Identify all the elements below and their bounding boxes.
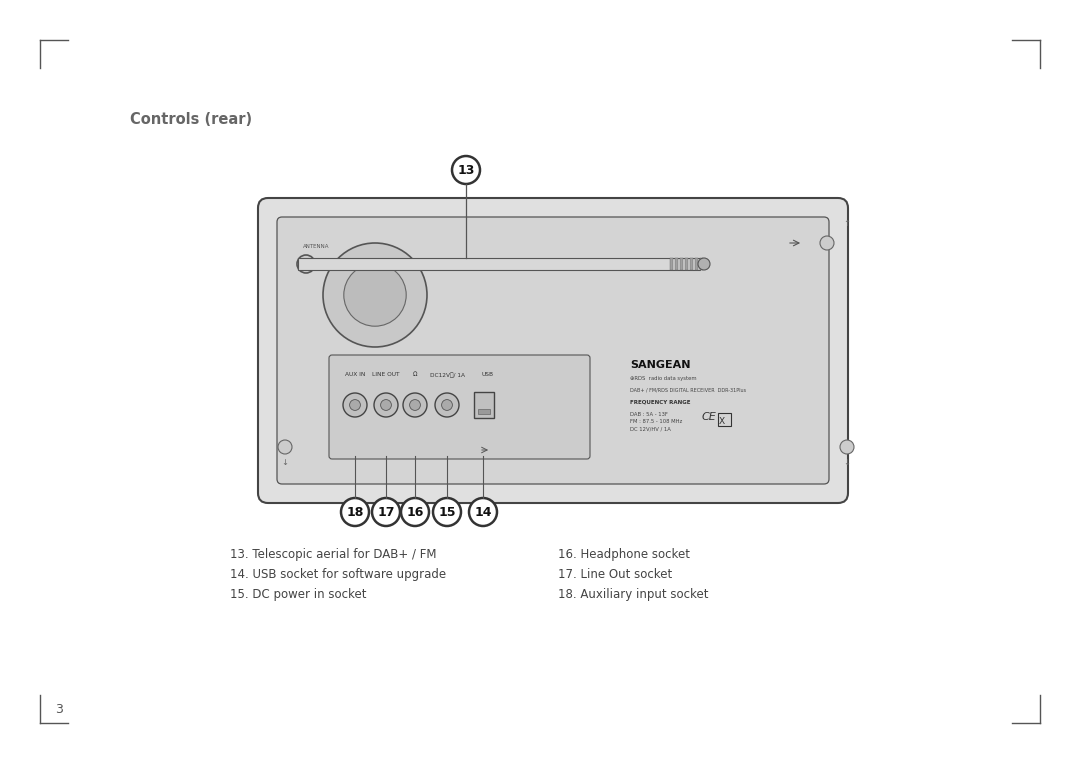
- Text: 18. Auxiliary input socket: 18. Auxiliary input socket: [558, 588, 708, 601]
- Circle shape: [372, 498, 400, 526]
- Circle shape: [433, 498, 461, 526]
- Bar: [696, 258, 698, 270]
- Circle shape: [343, 264, 406, 327]
- Circle shape: [403, 393, 427, 417]
- Circle shape: [820, 236, 834, 250]
- Text: CE: CE: [702, 412, 717, 422]
- Bar: [478, 409, 490, 414]
- Circle shape: [453, 156, 480, 184]
- Circle shape: [380, 400, 391, 410]
- FancyBboxPatch shape: [276, 217, 829, 484]
- Circle shape: [350, 400, 361, 410]
- Text: USB: USB: [481, 372, 492, 377]
- Text: LINE OUT: LINE OUT: [373, 372, 400, 377]
- Bar: [700, 258, 703, 270]
- Bar: [685, 258, 688, 270]
- Text: DAB+ / FM/RDS DIGITAL RECEIVER  DDR-31Plus: DAB+ / FM/RDS DIGITAL RECEIVER DDR-31Plu…: [630, 388, 746, 393]
- Circle shape: [698, 258, 710, 270]
- Text: ↓: ↓: [282, 458, 288, 467]
- Circle shape: [840, 440, 854, 454]
- Circle shape: [297, 255, 315, 273]
- Text: 16: 16: [406, 506, 423, 519]
- Text: ANTENNA: ANTENNA: [303, 244, 329, 249]
- Circle shape: [401, 498, 429, 526]
- Circle shape: [278, 440, 292, 454]
- Bar: [680, 258, 683, 270]
- Circle shape: [442, 400, 453, 410]
- Bar: [670, 258, 673, 270]
- Text: DC12V⏜/ 1A: DC12V⏜/ 1A: [430, 372, 464, 378]
- Circle shape: [343, 393, 367, 417]
- Circle shape: [323, 243, 427, 347]
- Text: 3: 3: [55, 703, 63, 716]
- Text: AUX IN: AUX IN: [345, 372, 365, 377]
- Text: DAB : 5A - 13F
FM : 87.5 - 108 MHz
DC 12V/HV / 1A: DAB : 5A - 13F FM : 87.5 - 108 MHz DC 12…: [630, 412, 683, 432]
- Text: 17. Line Out socket: 17. Line Out socket: [558, 568, 672, 581]
- Circle shape: [469, 498, 497, 526]
- Text: 17: 17: [377, 506, 395, 519]
- Text: 14. USB socket for software upgrade: 14. USB socket for software upgrade: [230, 568, 446, 581]
- Circle shape: [374, 393, 399, 417]
- Text: Ω: Ω: [413, 372, 417, 377]
- Circle shape: [409, 400, 420, 410]
- Text: 18: 18: [347, 506, 364, 519]
- Bar: [690, 258, 693, 270]
- Text: 13. Telescopic aerial for DAB+ / FM: 13. Telescopic aerial for DAB+ / FM: [230, 548, 436, 561]
- Text: SANGEAN: SANGEAN: [630, 360, 690, 370]
- Bar: [298, 258, 700, 270]
- FancyBboxPatch shape: [258, 198, 848, 503]
- Bar: [675, 258, 678, 270]
- Text: 15. DC power in socket: 15. DC power in socket: [230, 588, 366, 601]
- Text: ↑: ↑: [843, 219, 851, 228]
- Text: ↓: ↓: [843, 458, 851, 467]
- Bar: [474, 392, 494, 418]
- Text: FREQUENCY RANGE: FREQUENCY RANGE: [630, 400, 690, 405]
- Circle shape: [341, 498, 369, 526]
- Text: 13: 13: [457, 163, 475, 176]
- FancyBboxPatch shape: [329, 355, 590, 459]
- Bar: [718, 413, 731, 426]
- Text: 14: 14: [474, 506, 491, 519]
- Text: 15: 15: [438, 506, 456, 519]
- Circle shape: [435, 393, 459, 417]
- Text: 16. Headphone socket: 16. Headphone socket: [558, 548, 690, 561]
- Text: Controls (rear): Controls (rear): [130, 112, 252, 127]
- Text: ⊕RDS  radio data system: ⊕RDS radio data system: [630, 376, 697, 381]
- Text: X: X: [719, 417, 725, 426]
